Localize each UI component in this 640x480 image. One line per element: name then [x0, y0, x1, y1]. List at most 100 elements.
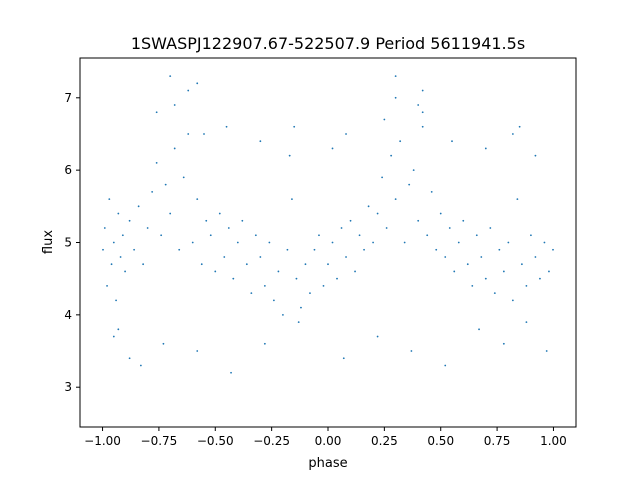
data-point: [232, 277, 235, 280]
data-point: [142, 263, 145, 266]
data-point: [408, 183, 411, 186]
data-point: [511, 299, 514, 302]
data-point: [112, 241, 115, 244]
x-tick-label: −0.75: [141, 434, 178, 448]
data-point: [196, 350, 199, 352]
data-point: [498, 248, 501, 251]
data-point: [115, 299, 117, 302]
data-point: [291, 198, 293, 200]
x-tick-label: 0.25: [371, 434, 398, 448]
y-tick-label: 4: [64, 308, 72, 322]
data-point: [187, 133, 190, 135]
data-point: [543, 241, 546, 244]
data-point: [502, 342, 505, 345]
data-points: [102, 75, 554, 374]
x-tick-label: −0.50: [197, 434, 234, 448]
data-point: [530, 234, 532, 237]
x-tick-label: −0.25: [253, 434, 290, 448]
data-point: [342, 357, 345, 360]
data-point: [534, 256, 537, 258]
data-point: [480, 256, 483, 258]
data-point: [295, 277, 298, 280]
data-point: [462, 219, 465, 222]
data-point: [297, 321, 300, 323]
data-point: [223, 256, 226, 258]
data-point: [478, 328, 480, 331]
data-point: [300, 306, 302, 309]
data-point: [372, 241, 374, 244]
data-point: [146, 227, 149, 229]
data-point: [484, 147, 487, 150]
data-point: [417, 104, 420, 106]
data-point: [106, 285, 108, 287]
data-point: [421, 89, 424, 92]
data-point: [439, 212, 442, 215]
data-point: [511, 133, 514, 135]
data-point: [363, 248, 365, 251]
data-point: [484, 277, 487, 280]
data-point: [182, 176, 185, 179]
data-point: [466, 263, 469, 266]
data-point: [457, 241, 460, 244]
data-point: [313, 248, 316, 251]
data-point: [293, 125, 296, 128]
data-point: [241, 219, 244, 222]
data-point: [340, 227, 343, 229]
data-point: [493, 292, 496, 295]
data-point: [410, 350, 413, 352]
data-point: [128, 357, 131, 360]
y-tick-label: 3: [64, 380, 72, 394]
data-point: [250, 292, 253, 295]
data-point: [539, 277, 541, 280]
data-point: [430, 190, 433, 193]
data-point: [383, 118, 386, 121]
data-point: [209, 234, 212, 237]
x-tick-label: 0.75: [484, 434, 511, 448]
data-point: [162, 342, 165, 345]
data-point: [304, 263, 307, 266]
data-point: [403, 241, 406, 244]
data-point: [286, 248, 289, 251]
data-point: [376, 335, 379, 338]
data-point: [218, 212, 221, 215]
data-point: [318, 234, 320, 237]
y-axis: 3 4 5 6 7: [64, 91, 80, 394]
data-point: [178, 248, 181, 251]
data-point: [444, 256, 447, 258]
data-point: [345, 133, 347, 135]
data-point: [117, 212, 120, 215]
data-point: [173, 147, 176, 150]
data-point: [108, 198, 111, 200]
data-point: [203, 133, 205, 135]
data-point: [525, 285, 528, 287]
data-point: [412, 169, 415, 172]
data-point: [225, 125, 228, 128]
data-point: [254, 234, 257, 237]
data-point: [545, 350, 548, 352]
data-point: [236, 241, 239, 244]
data-point: [121, 234, 124, 237]
data-point: [354, 270, 356, 273]
x-tick-label: 0.50: [427, 434, 454, 448]
data-point: [520, 263, 523, 266]
data-point: [552, 248, 554, 251]
data-point: [137, 205, 140, 208]
data-point: [367, 205, 370, 208]
data-point: [421, 111, 424, 114]
data-point: [489, 227, 492, 229]
data-point: [518, 125, 521, 128]
data-point: [394, 96, 397, 99]
data-point: [191, 241, 194, 244]
data-point: [435, 248, 438, 251]
data-point: [358, 234, 361, 237]
chart-title: 1SWASPJ122907.67-522507.9 Period 5611941…: [131, 34, 525, 53]
x-axis: −1.00 −0.75 −0.50 −0.25 0.00 0.25 0.50 0.75 1.00: [84, 427, 567, 448]
data-point: [263, 342, 266, 345]
data-point: [268, 241, 271, 244]
data-point: [173, 104, 176, 106]
x-tick-label: 1.00: [540, 434, 567, 448]
data-point: [128, 219, 131, 222]
data-point: [117, 328, 120, 331]
data-point: [381, 176, 384, 179]
data-point: [451, 140, 453, 143]
